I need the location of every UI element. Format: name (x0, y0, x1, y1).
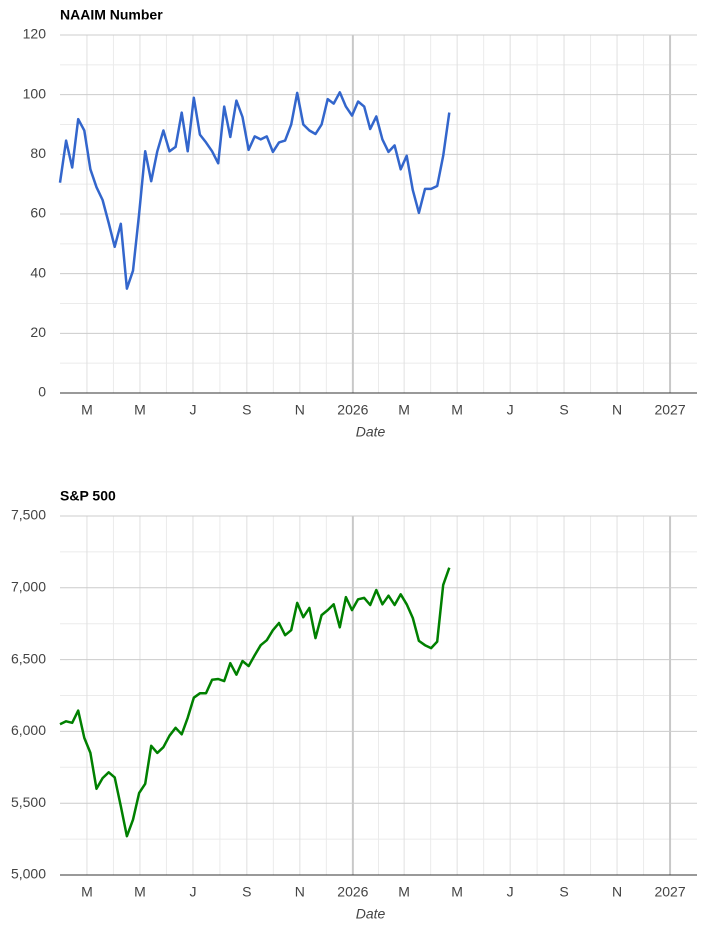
y-tick-label: 0 (38, 384, 46, 400)
chart-title: S&P 500 (60, 488, 116, 504)
y-tick-label: 5,500 (11, 794, 46, 810)
x-tick-label: J (507, 884, 514, 900)
y-tick-label: 60 (30, 205, 46, 221)
x-tick-label: M (81, 884, 93, 900)
x-tick-label: 2026 (337, 884, 368, 900)
y-tick-label: 7,500 (11, 507, 46, 523)
x-tick-label: N (295, 884, 305, 900)
data-line (58, 91, 451, 290)
y-tick-label: 20 (30, 324, 46, 340)
x-tick-label: 2026 (337, 402, 368, 418)
x-tick-label: M (398, 884, 410, 900)
x-axis-label: Date (356, 906, 386, 922)
y-tick-label: 120 (23, 26, 47, 42)
y-tick-label: 5,000 (11, 866, 46, 882)
x-tick-label: N (612, 884, 622, 900)
x-tick-label: M (451, 402, 463, 418)
x-axis-label: Date (356, 424, 386, 440)
x-tick-label: N (295, 402, 305, 418)
x-tick-label: 2027 (654, 884, 685, 900)
x-tick-label: S (559, 884, 568, 900)
x-tick-label: M (81, 402, 93, 418)
x-tick-label: N (612, 402, 622, 418)
y-tick-label: 100 (23, 85, 47, 101)
y-tick-label: 6,000 (11, 722, 46, 738)
x-tick-label: S (559, 402, 568, 418)
x-tick-label: S (242, 884, 251, 900)
x-tick-label: M (134, 402, 146, 418)
x-tick-label: M (134, 884, 146, 900)
x-tick-label: S (242, 402, 251, 418)
y-tick-label: 6,500 (11, 650, 46, 666)
x-tick-label: J (189, 402, 196, 418)
chart-title: NAAIM Number (60, 7, 163, 23)
x-tick-label: J (189, 884, 196, 900)
data-line (59, 567, 451, 838)
x-tick-label: M (451, 884, 463, 900)
y-tick-label: 7,000 (11, 579, 46, 595)
x-tick-label: J (507, 402, 514, 418)
y-tick-label: 80 (30, 145, 46, 161)
x-tick-label: 2027 (654, 402, 685, 418)
y-tick-label: 40 (30, 264, 46, 280)
x-tick-label: M (398, 402, 410, 418)
